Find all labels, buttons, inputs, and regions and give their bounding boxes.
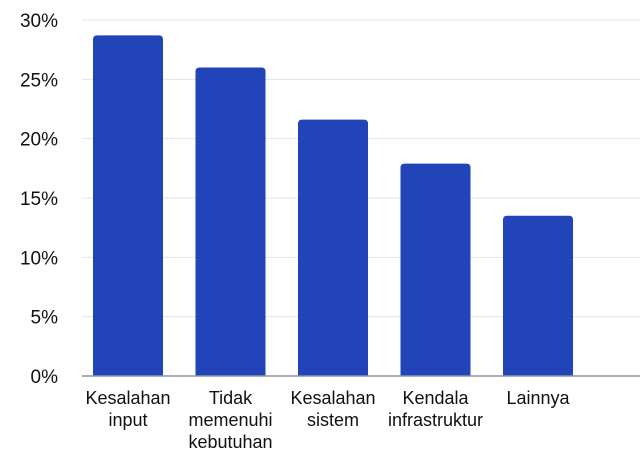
bar <box>503 215 573 376</box>
bar <box>298 119 368 377</box>
y-tick-label: 0% <box>31 367 59 388</box>
y-tick-label: 5% <box>31 308 59 329</box>
y-tick-label: 20% <box>20 130 58 151</box>
x-category-label: Kendala infrastruktur <box>388 388 483 430</box>
x-category-label: Kesalahan sistem <box>290 388 375 430</box>
bar <box>195 67 266 376</box>
x-category-label: Kesalahan input <box>85 388 170 430</box>
bar <box>400 163 471 376</box>
y-tick-label: 10% <box>20 248 58 269</box>
bar <box>93 35 163 376</box>
y-tick-label: 25% <box>20 70 58 91</box>
x-category-label: Tidak memenuhi kebutuhan <box>188 388 272 452</box>
bar-layer <box>93 35 573 377</box>
x-category-label: Lainnya <box>506 388 570 408</box>
y-tick-labels: 0% 5% 10% 15% 20% 25% 30% <box>20 11 58 388</box>
x-category-labels: Kesalahan input Tidak memenuhi kebutuhan Kesa… <box>85 388 570 452</box>
y-tick-label: 15% <box>20 189 58 210</box>
y-tick-label: 30% <box>20 11 58 32</box>
